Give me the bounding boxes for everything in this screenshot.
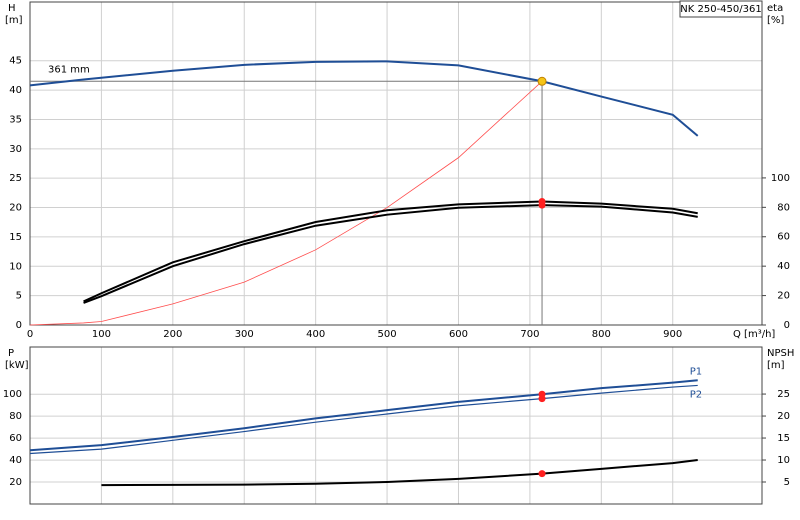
plot-area (30, 347, 762, 504)
y-axis-unit: [kW] (5, 360, 29, 371)
x-tick-label: 800 (592, 329, 611, 340)
curve (29, 379, 698, 452)
y-tick-label: 5 (16, 291, 22, 302)
operating-point (537, 76, 547, 86)
x-tick-label: 500 (378, 329, 397, 340)
y2-axis-label: NPSH (767, 348, 794, 359)
x-tick-label: 400 (306, 329, 325, 340)
y2-tick-label: 40 (777, 261, 790, 272)
curve (101, 459, 698, 487)
curve (29, 60, 699, 137)
y-tick-label: 25 (9, 173, 22, 184)
y-tick-label: 20 (9, 477, 22, 488)
y2-tick-label: 20 (777, 291, 790, 302)
y-axis-label: H (8, 3, 16, 14)
y-tick-label: 30 (9, 144, 22, 155)
y2-tick-label: 10 (777, 455, 790, 466)
x-axis-label: Q [m³/h] (733, 329, 775, 340)
y-tick-label: 80 (9, 411, 22, 422)
curve (29, 80, 543, 326)
y2-tick-label: 20 (777, 411, 790, 422)
x-tick-label: 700 (520, 329, 539, 340)
y-tick-label: 35 (9, 114, 22, 125)
curve (83, 204, 698, 304)
title-box (679, 0, 763, 18)
y-tick-label: 100 (3, 389, 22, 400)
operating-dot (538, 470, 546, 478)
y2-tick-label: 5 (784, 477, 790, 488)
operating-dot (538, 201, 546, 209)
y-tick-label: 40 (9, 85, 22, 96)
y-tick-label: 45 (9, 56, 22, 67)
impeller-annotation: 361 mm (48, 65, 90, 76)
y-tick-label: 40 (9, 455, 22, 466)
plot-frame (29, 346, 763, 505)
x-tick-label: 900 (663, 329, 682, 340)
y-tick-label: 10 (9, 261, 22, 272)
y-axis-label: P (8, 348, 14, 359)
y2-axis-label: eta (767, 3, 783, 14)
x-tick-label: 200 (163, 329, 182, 340)
y-axis-unit: [m] (5, 15, 23, 26)
curve (29, 384, 698, 455)
y2-tick-label: 60 (777, 232, 790, 243)
y2-tick-label: 100 (771, 173, 790, 184)
plot-frame (29, 1, 763, 326)
y2-tick-label: 15 (777, 433, 790, 444)
x-tick-label: 600 (449, 329, 468, 340)
curve-label: P1 (690, 366, 702, 377)
chart-title: NK 250-450/361 (680, 4, 761, 15)
x-tick-label: 300 (235, 329, 254, 340)
operating-dot (538, 395, 546, 403)
y2-axis-unit: [m] (767, 360, 785, 371)
y-tick-label: 0 (16, 320, 22, 331)
x-tick-label: 100 (92, 329, 111, 340)
x-tick-label: 0 (27, 329, 33, 340)
y-tick-label: 60 (9, 433, 22, 444)
y2-tick-label: 80 (777, 202, 790, 213)
curve (83, 200, 698, 303)
y2-tick-label: 25 (777, 389, 790, 400)
curve-label: P2 (690, 389, 702, 400)
y2-axis-unit: [%] (767, 15, 784, 26)
y-tick-label: 15 (9, 232, 22, 243)
y2-tick-label: 0 (784, 320, 790, 331)
y-tick-label: 20 (9, 203, 22, 214)
